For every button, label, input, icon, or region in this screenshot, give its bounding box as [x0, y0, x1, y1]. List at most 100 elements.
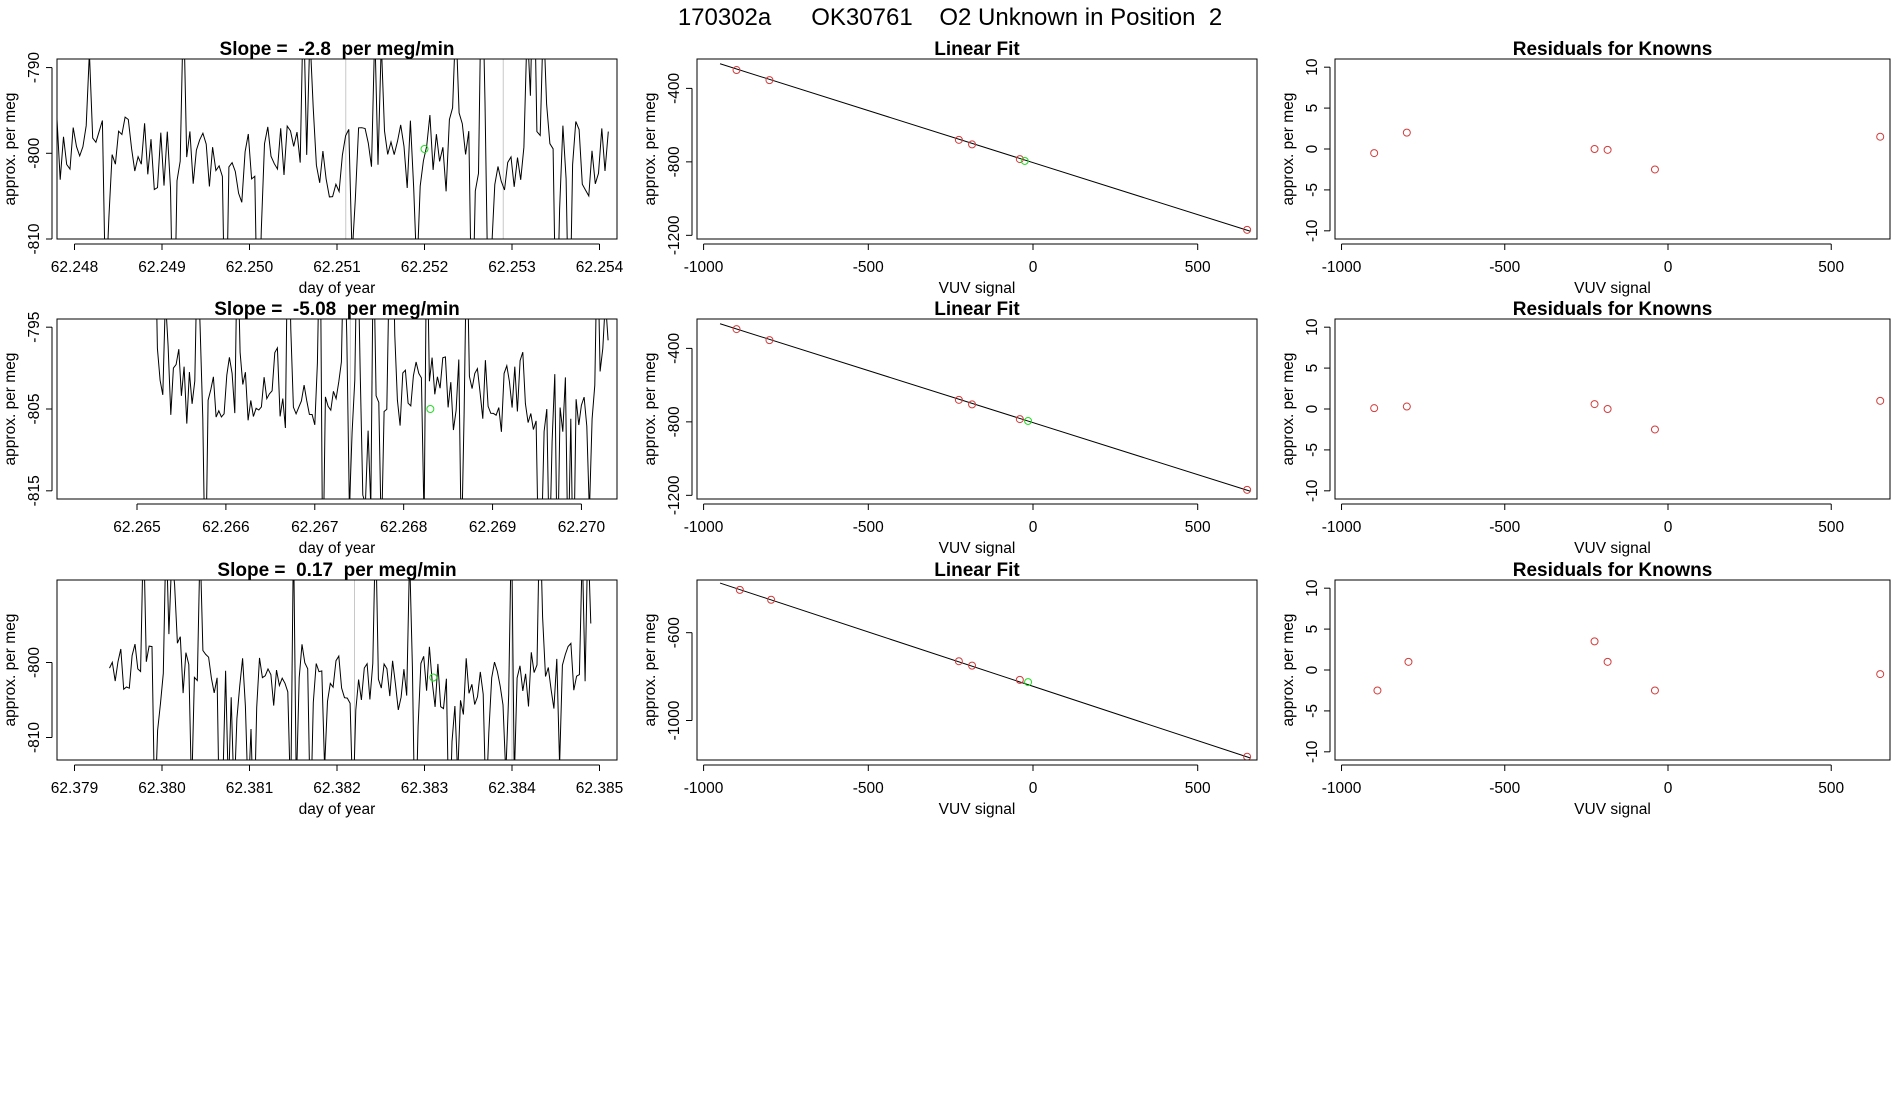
- known-point: [732, 66, 741, 75]
- y-tick-label: -800: [26, 137, 43, 168]
- known-point: [1590, 145, 1599, 153]
- y-tick-label: 5: [1304, 625, 1321, 634]
- known-point: [732, 325, 741, 334]
- x-tick-label: 62.249: [138, 259, 185, 276]
- known-point: [954, 135, 963, 144]
- x-tick-label: -1000: [684, 780, 724, 797]
- y-tick-label: -1000: [666, 700, 683, 740]
- y-tick-label: 0: [1304, 144, 1321, 153]
- y-tick-label: -810: [26, 722, 43, 753]
- panel-5: Linear Fit VUV signal approx. per meg -1000…: [642, 299, 1258, 557]
- x-tick-label: 62.267: [291, 519, 338, 536]
- x-axis-label: VUV signal: [939, 801, 1016, 818]
- x-tick-label: 62.385: [576, 780, 623, 797]
- x-tick-label: 0: [1029, 259, 1038, 276]
- y-tick-label: 10: [1304, 318, 1321, 336]
- y-axis-label: approx. per meg: [2, 353, 19, 466]
- known-point: [1650, 686, 1659, 695]
- y-tick-label: -1200: [666, 475, 683, 515]
- x-tick-label: 62.250: [226, 259, 274, 276]
- x-tick-label: 500: [1818, 519, 1844, 536]
- plot-frame: [56, 58, 618, 240]
- known-point: [1402, 402, 1411, 411]
- y-tick-label: 10: [1304, 579, 1321, 597]
- known-point: [1404, 657, 1413, 666]
- y-tick-label: -800: [26, 647, 43, 678]
- unknown-point: [420, 145, 429, 153]
- unknown-point: [426, 405, 435, 413]
- known-point: [1590, 400, 1599, 409]
- plot-area: [1373, 637, 1885, 695]
- known-point: [954, 395, 963, 404]
- x-tick-label: -500: [853, 780, 884, 797]
- known-point: [1243, 752, 1252, 760]
- known-point: [1876, 132, 1885, 141]
- plot-area: [109, 580, 592, 760]
- x-tick-label: 62.265: [113, 519, 160, 536]
- plot-frame: [696, 318, 1258, 500]
- y-axis-label: approx. per meg: [642, 93, 659, 206]
- y-tick-label: -800: [666, 146, 683, 177]
- known-point: [1603, 405, 1612, 413]
- fit-line: [719, 323, 1251, 492]
- known-point: [1015, 155, 1024, 164]
- x-tick-label: -1000: [1322, 259, 1362, 276]
- panel-title: Linear Fit: [934, 560, 1020, 581]
- known-point: [767, 595, 776, 604]
- known-point: [968, 140, 977, 149]
- y-tick-label: -5: [1304, 443, 1321, 457]
- y-tick-label: 0: [1304, 665, 1321, 674]
- x-tick-label: 62.269: [469, 519, 516, 536]
- x-tick-label: 0: [1664, 780, 1673, 797]
- y-tick-label: -10: [1304, 479, 1321, 502]
- x-tick-label: -1000: [1322, 519, 1362, 536]
- x-tick-label: 62.384: [488, 780, 536, 797]
- panel-6: Residuals for Knowns VUV signal approx. pe…: [1280, 299, 1891, 557]
- fit-line: [719, 63, 1251, 232]
- x-tick-label: 62.381: [226, 780, 273, 797]
- known-point: [1370, 149, 1379, 158]
- x-tick-label: 0: [1029, 519, 1038, 536]
- panel-title: Slope = -5.08 per meg/min: [214, 299, 460, 320]
- x-tick-label: 500: [1818, 780, 1844, 797]
- unknown-point: [1024, 416, 1033, 425]
- plot-frame: [1334, 58, 1891, 240]
- plot-area: [719, 582, 1252, 760]
- known-point: [1603, 145, 1612, 154]
- x-tick-label: -1000: [684, 259, 724, 276]
- y-tick-label: -600: [666, 617, 683, 648]
- x-tick-label: 62.380: [138, 780, 186, 797]
- x-axis-label: day of year: [299, 540, 376, 557]
- panel-4: Slope = -5.08 per meg/min day of year appr…: [2, 299, 618, 557]
- data-trace: [57, 59, 609, 239]
- panel-3: Residuals for Knowns VUV signal approx. pe…: [1280, 39, 1891, 297]
- panel-title: Slope = -2.8 per meg/min: [220, 39, 455, 60]
- x-tick-label: 0: [1664, 519, 1673, 536]
- y-tick-label: 10: [1304, 58, 1321, 76]
- x-tick-label: 0: [1029, 780, 1038, 797]
- y-axis-label: approx. per meg: [2, 614, 19, 727]
- panel-title: Slope = 0.17 per meg/min: [217, 560, 456, 581]
- y-tick-label: -1200: [666, 215, 683, 255]
- known-point: [1243, 225, 1252, 234]
- y-tick-label: -790: [26, 52, 43, 83]
- known-point: [1243, 485, 1252, 494]
- panel-title: Linear Fit: [934, 299, 1020, 320]
- known-point: [735, 585, 744, 594]
- plot-frame: [696, 579, 1258, 761]
- panel-8: Linear Fit VUV signal approx. per meg -1000…: [642, 560, 1258, 818]
- y-tick-label: 5: [1304, 104, 1321, 113]
- x-tick-label: 62.252: [401, 259, 448, 276]
- y-tick-label: 0: [1304, 404, 1321, 413]
- x-tick-label: -500: [853, 259, 884, 276]
- x-tick-label: -1000: [684, 519, 724, 536]
- panel-title: Residuals for Knowns: [1513, 560, 1713, 581]
- plot-frame: [696, 58, 1258, 240]
- x-axis-label: VUV signal: [1574, 540, 1651, 557]
- panel-9: Residuals for Knowns VUV signal approx. pe…: [1280, 560, 1891, 818]
- plot-frame: [56, 579, 618, 761]
- known-point: [1015, 675, 1024, 684]
- known-point: [1015, 415, 1024, 424]
- known-point: [1650, 425, 1659, 434]
- x-tick-label: 62.379: [51, 780, 98, 797]
